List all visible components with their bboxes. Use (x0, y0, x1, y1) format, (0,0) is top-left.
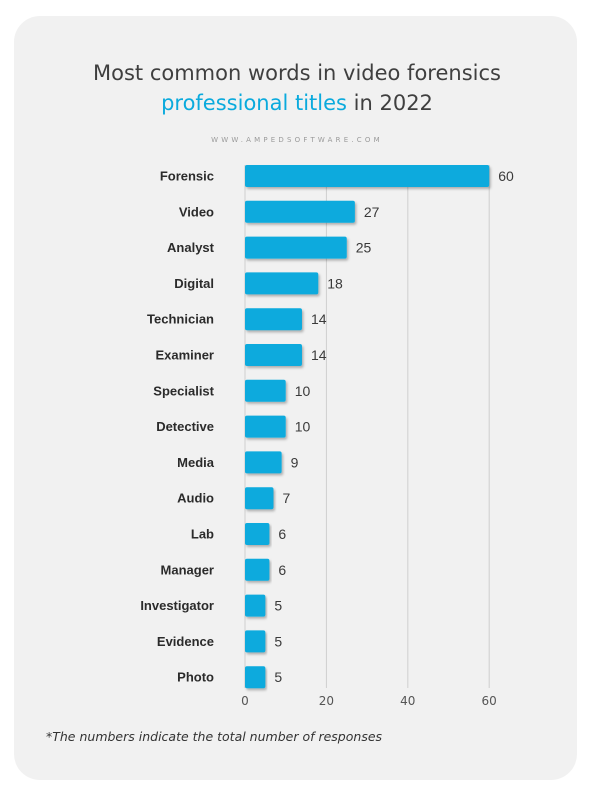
data-label-technician: 14 (311, 311, 327, 327)
data-label-photo: 5 (274, 669, 282, 685)
category-label-photo: Photo (177, 670, 214, 685)
category-label-audio: Audio (177, 491, 214, 506)
data-label-investigator: 5 (274, 598, 282, 614)
bar-digital (245, 272, 319, 295)
data-label-lab: 6 (278, 526, 286, 542)
bar-specialist (245, 379, 286, 402)
bar-detective (245, 415, 286, 438)
data-label-detective: 10 (295, 419, 311, 435)
bar-investigator (245, 594, 266, 617)
category-label-examiner: Examiner (155, 348, 214, 363)
bar-analyst (245, 236, 347, 259)
data-label-forensic: 60 (498, 168, 514, 184)
category-label-lab: Lab (191, 527, 214, 542)
x-tick-label-2: 40 (400, 694, 415, 708)
chart-card (14, 16, 577, 780)
data-labels: 60 27 25 18 14 14 10 10 9 7 6 6 5 5 5 (274, 168, 514, 685)
bar-lab (245, 523, 270, 545)
category-label-analyst: Analyst (167, 240, 215, 255)
category-labels: Forensic Video Analyst Digital Technician Exa… (140, 169, 214, 685)
data-label-examiner: 14 (311, 347, 327, 363)
category-label-video: Video (179, 204, 214, 219)
x-tick-label-0: 0 (241, 694, 249, 708)
bar-technician (245, 308, 302, 331)
chart-title: Most common words in video forensics pro… (0, 58, 594, 118)
category-label-forensic: Forensic (160, 169, 214, 184)
website-url: WWW.AMPEDSOFTWARE.COM (211, 136, 383, 144)
data-label-video: 27 (364, 204, 380, 220)
category-label-investigator: Investigator (140, 598, 214, 613)
title-highlight: professional titles (161, 91, 347, 115)
bar-forensic (245, 165, 490, 187)
data-label-specialist: 10 (295, 383, 311, 399)
bar-media (245, 451, 282, 474)
category-label-specialist: Specialist (153, 383, 214, 398)
data-label-manager: 6 (278, 562, 286, 578)
category-label-manager: Manager (161, 562, 214, 577)
footnote: *The numbers indicate the total number o… (46, 729, 383, 744)
bar-evidence (245, 630, 266, 653)
bar-video (245, 200, 355, 223)
category-label-technician: Technician (147, 312, 214, 327)
data-label-analyst: 25 (356, 240, 372, 256)
bar-manager (245, 558, 270, 581)
category-label-evidence: Evidence (157, 634, 214, 649)
x-tick-label-1: 20 (319, 694, 334, 708)
title-line-1: Most common words in video forensics (93, 61, 501, 85)
title-rest: in 2022 (346, 91, 433, 115)
x-axis-ticks: 0 20 40 60 (241, 694, 497, 708)
data-label-evidence: 5 (274, 633, 282, 649)
data-label-audio: 7 (282, 490, 290, 506)
category-label-detective: Detective (156, 419, 214, 434)
bars (245, 165, 490, 689)
bar-audio (245, 487, 274, 510)
bar-photo (245, 666, 266, 689)
category-label-digital: Digital (174, 276, 214, 291)
data-label-media: 9 (291, 454, 299, 470)
data-label-digital: 18 (327, 275, 343, 291)
bar-examiner (245, 344, 302, 366)
title-line-2: professional titles in 2022 (0, 88, 594, 118)
category-label-media: Media (177, 455, 215, 470)
x-tick-label-3: 60 (482, 694, 497, 708)
